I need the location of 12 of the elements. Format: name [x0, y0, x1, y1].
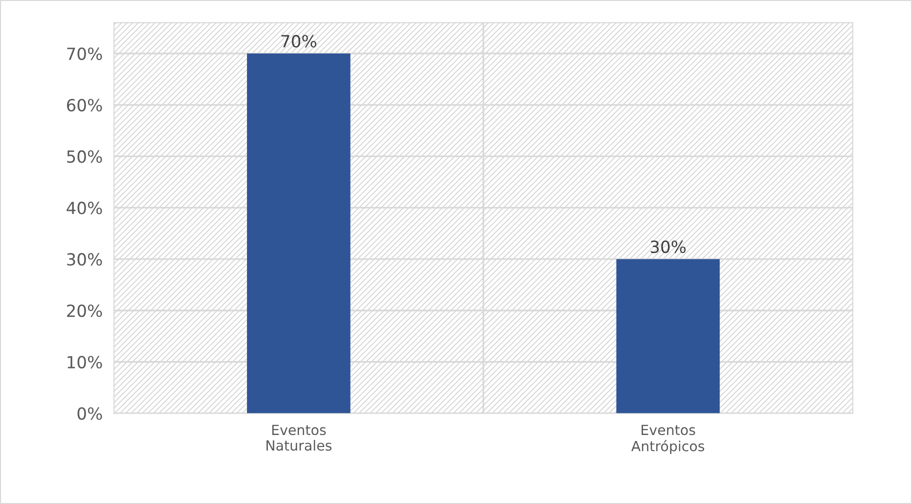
y-tick-label: 50% — [67, 150, 102, 163]
y-tick-label: 70% — [67, 47, 102, 60]
data-label: 30% — [650, 240, 686, 254]
y-tick-label: 60% — [67, 98, 102, 112]
y-tick-label: 0% — [78, 407, 102, 420]
x-tick-label: Eventos Naturales — [266, 424, 332, 451]
y-tick-label: 10% — [68, 356, 102, 368]
x-tick-label: Eventos Antrópicos — [631, 424, 704, 454]
data-label: 70% — [282, 34, 316, 48]
y-tick-label: 30% — [67, 253, 102, 266]
y-tick-label: 40% — [66, 202, 102, 214]
y-tick-label: 20% — [67, 304, 102, 318]
